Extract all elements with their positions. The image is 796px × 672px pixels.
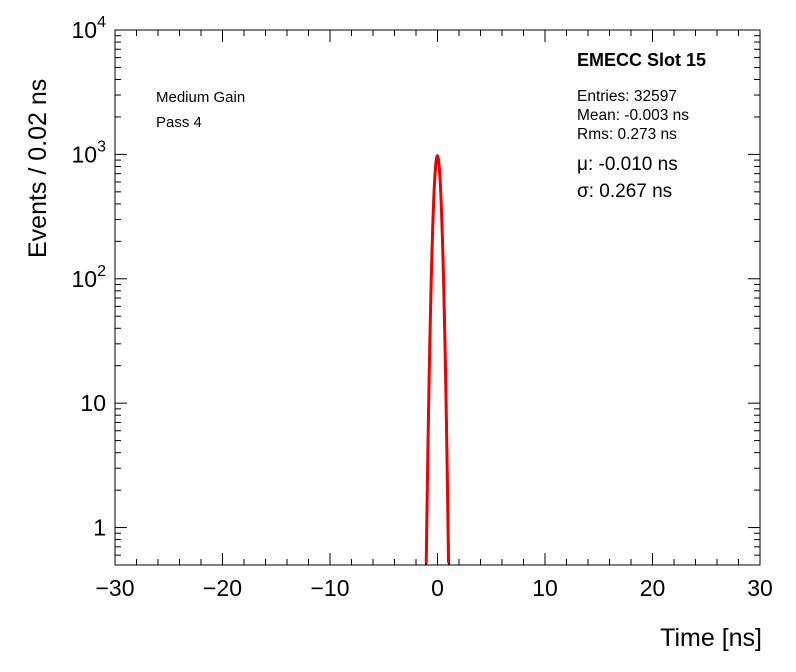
x-tick-label: 20 <box>640 575 666 601</box>
fit-curve <box>424 154 451 564</box>
x-tick-label: 10 <box>532 575 558 601</box>
x-tick-label: −30 <box>95 575 134 601</box>
x-axis-title: Time [ns] <box>660 624 762 652</box>
detector-slot-label: EMECC Slot 15 <box>577 50 707 70</box>
x-tick-label: 30 <box>747 575 773 601</box>
stats-box: Entries: 32597 Mean: -0.003 ns Rms: 0.27… <box>577 87 689 144</box>
fit-sigma-label: σ: 0.267 ns <box>577 181 673 202</box>
x-tick-label: 0 <box>431 575 444 601</box>
y-tick-label: 1 <box>93 515 106 541</box>
stats-rms: Rms: 0.273 ns <box>577 126 677 143</box>
y-tick-label: 10 <box>80 390 106 416</box>
x-tick-label: −20 <box>203 575 242 601</box>
fit-mu-label: μ: -0.010 ns <box>577 154 678 175</box>
gain-label: Medium Gain <box>156 89 246 106</box>
stats-mean: Mean: -0.003 ns <box>577 107 690 124</box>
y-tick-label: 104 <box>72 14 107 43</box>
axis-ticks <box>114 29 761 565</box>
fit-stats-box: μ: -0.010 ns σ: 0.267 ns <box>577 151 678 205</box>
x-tick-label: −10 <box>310 575 349 601</box>
stats-entries: Entries: 32597 <box>577 88 677 105</box>
y-axis-title: Events / 0.02 ns <box>24 78 52 258</box>
pass-label: Pass 4 <box>156 114 202 131</box>
y-tick-label: 102 <box>72 263 107 292</box>
y-tick-label: 103 <box>72 138 107 167</box>
